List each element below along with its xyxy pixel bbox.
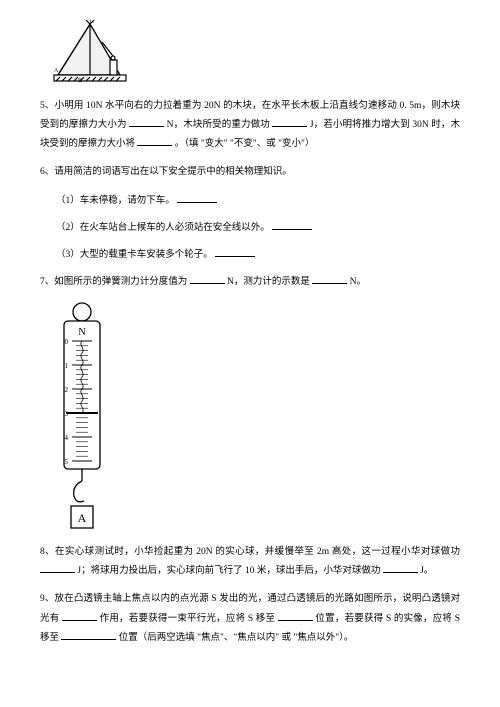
- q5-blank-2: [272, 115, 307, 127]
- question-6: 6、请用简洁的词语写出在以下安全提示中的相关物理知识。: [40, 163, 460, 181]
- q6-item1-text: （1）车未停稳，请勿下车。: [56, 196, 175, 206]
- figure-inclined-plane: A B C: [50, 20, 130, 85]
- q6-item-2: （2）在火车站台上候车的人必须站在安全线以外。: [56, 218, 460, 237]
- q5-text-2: N，木块所受的重力做功: [167, 120, 270, 130]
- svg-text:C: C: [90, 20, 94, 25]
- q7-text-3: N。: [350, 277, 366, 287]
- figure-spring-scale: N 0 1 2 3 4 5: [54, 301, 110, 531]
- tick-4: 4: [65, 434, 69, 442]
- q6-main: 6、请用简洁的词语写出在以下安全提示中的相关物理知识。: [40, 167, 292, 177]
- q7-blank-1: [190, 272, 225, 284]
- q5-blank-3: [137, 134, 172, 146]
- q9-blank-2: [278, 609, 313, 621]
- q6-item-3: （3）大型的载重卡车安装多个轮子。: [56, 245, 460, 264]
- spring-unit-label: N: [78, 327, 85, 338]
- q7-text-2: N，测力计的示数是: [227, 277, 310, 287]
- q6-item3-text: （3）大型的载重卡车安装多个轮子。: [56, 250, 213, 260]
- q6-blank-2: [272, 218, 312, 230]
- tick-1: 1: [65, 362, 69, 370]
- q9-blank-3: [61, 628, 116, 640]
- q6-blank-3: [215, 245, 255, 257]
- svg-text:A: A: [54, 68, 59, 74]
- q7-blank-2: [312, 272, 347, 284]
- question-8: 8、在实心球测试时，小华捡起重为 20N 的实心球，并缓慢举至 2m 高处，这一…: [40, 543, 460, 580]
- question-9: 9、放在凸透镜主轴上焦点以内的点光源 S 发出的光，通过凸透镜后的光路如图所示，…: [40, 590, 460, 646]
- question-5: 5、小明用 10N 水平向右的力拉着重为 20N 的木块，在水平长木板上沿直线匀…: [40, 97, 460, 153]
- q9-blank-1: [62, 609, 97, 621]
- q8-text-3: J。: [420, 566, 433, 576]
- q9-text-4: 位置（后两空选填 "焦点"、"焦点以内" 或 "焦点以外"）。: [119, 633, 354, 643]
- q6-item-1: （1）车未停稳，请勿下车。: [56, 191, 460, 210]
- q8-blank-2: [383, 561, 418, 573]
- q7-text-1: 7、如图所示的弹簧测力计分度值为: [40, 277, 187, 287]
- q6-item2-text: （2）在火车站台上候车的人必须站在安全线以外。: [56, 223, 270, 233]
- q5-text-4: 。（填 "变大" "不变"、或 "变小"）: [175, 139, 315, 149]
- q8-blank-1: [40, 561, 75, 573]
- tick-0: 0: [65, 338, 69, 346]
- tick-5: 5: [65, 458, 69, 466]
- q6-blank-1: [177, 191, 217, 203]
- weight-label: A: [78, 511, 87, 525]
- q5-blank-1: [129, 115, 164, 127]
- q8-text-1: 8、在实心球测试时，小华捡起重为 20N 的实心球，并缓慢举至 2m 高处，这一…: [40, 547, 460, 557]
- svg-text:B: B: [78, 78, 82, 84]
- question-7: 7、如图所示的弹簧测力计分度值为 N，测力计的示数是 N。: [40, 272, 460, 291]
- tick-2: 2: [65, 386, 69, 394]
- q8-text-2: J；将球用力投出后，实心球向前飞行了 10 米，球出手后，小华对球做功: [77, 566, 380, 576]
- q9-text-2: 作用，若要获得一束平行光，应将 S 移至: [100, 614, 276, 624]
